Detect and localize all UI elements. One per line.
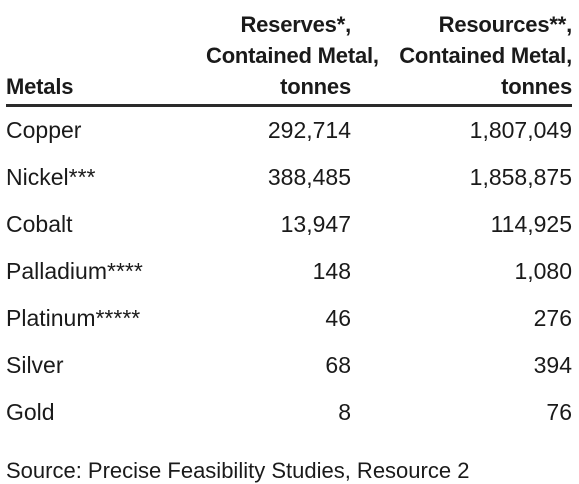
table-row: Silver 68 394 [6,342,572,389]
resources-value: 114,925 [490,211,572,237]
header-reserves-line-2: Contained Metal, [206,43,379,68]
metal-name: Gold [6,399,55,425]
resources-value: 76 [546,399,572,425]
header-reserves-line-3: tonnes [280,74,351,99]
reserves-value: 148 [312,258,351,284]
header-resources-line-1: Resources**, [438,12,573,37]
header-metals: Metals [6,74,74,99]
metal-name: Cobalt [6,211,73,237]
reserves-value: 292,714 [267,117,351,143]
resources-value: 1,080 [514,258,572,284]
header-reserves-line-1: Reserves*, [240,12,351,37]
reserves-value: 388,485 [267,164,351,190]
resources-value: 394 [533,352,572,378]
metal-name: Nickel*** [6,164,96,190]
reserves-value: 13,947 [280,211,351,237]
header-resources-line-3: tonnes [501,74,572,99]
reserves-value: 8 [338,399,351,425]
metal-name: Platinum***** [6,305,141,331]
resources-value: 1,858,875 [469,164,572,190]
metal-name: Palladium**** [6,258,143,284]
table-row: Palladium**** 148 1,080 [6,248,572,295]
table-header: Metals Reserves*, Contained Metal, tonne… [6,12,572,107]
metals-table: Metals Reserves*, Contained Metal, tonne… [6,12,572,436]
table-row: Nickel*** 388,485 1,858,875 [6,154,572,201]
header-reserves: Reserves*, Contained Metal, tonnes [206,9,379,104]
reserves-value: 46 [325,305,351,331]
table-row: Cobalt 13,947 114,925 [6,201,572,248]
metal-name: Copper [6,117,82,143]
header-resources-line-2: Contained Metal, [399,43,572,68]
table-row: Platinum***** 46 276 [6,295,572,342]
resources-value: 1,807,049 [469,117,572,143]
reserves-value: 68 [325,352,351,378]
table-row: Gold 8 76 [6,389,572,436]
resources-value: 276 [533,305,572,331]
source-note: Source: Precise Feasibility Studies, Res… [6,458,470,483]
table-row: Copper 292,714 1,807,049 [6,107,572,154]
header-resources: Resources**, Contained Metal, tonnes [351,9,572,104]
metal-name: Silver [6,352,64,378]
